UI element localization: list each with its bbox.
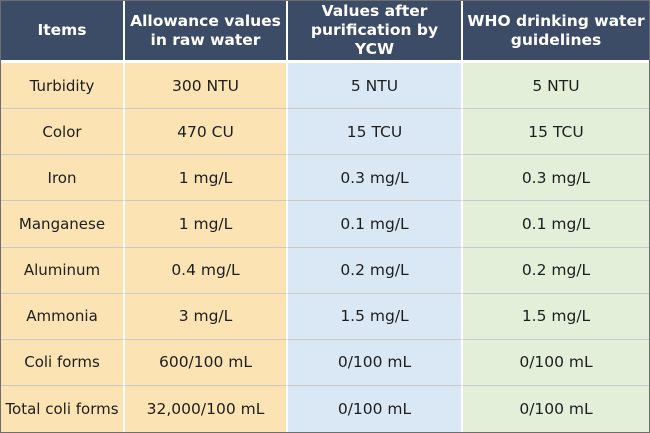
cell-raw: 0.4 mg/L <box>125 247 288 294</box>
cell-ycw: 5 NTU <box>288 63 463 110</box>
cell-who: 0/100 mL <box>463 339 649 386</box>
cell-who: 1.5 mg/L <box>463 293 649 340</box>
cell-item: Turbidity <box>1 63 125 110</box>
cell-item: Color <box>1 109 125 156</box>
cell-item: Iron <box>1 155 125 202</box>
table-row: Aluminum 0.4 mg/L 0.2 mg/L 0.2 mg/L <box>1 247 649 294</box>
cell-raw: 1 mg/L <box>125 155 288 202</box>
cell-raw: 1 mg/L <box>125 201 288 248</box>
header-after-ycw: Values after purification by YCW <box>288 1 463 63</box>
cell-who: 0.2 mg/L <box>463 247 649 294</box>
cell-ycw: 1.5 mg/L <box>288 293 463 340</box>
cell-item: Coli forms <box>1 339 125 386</box>
header-items: Items <box>1 1 125 63</box>
header-who-guidelines: WHO drinking water guidelines <box>463 1 649 63</box>
table-row: Ammonia 3 mg/L 1.5 mg/L 1.5 mg/L <box>1 293 649 340</box>
cell-raw: 470 CU <box>125 109 288 156</box>
cell-raw: 300 NTU <box>125 63 288 110</box>
cell-item: Total coli forms <box>1 385 125 432</box>
cell-raw: 3 mg/L <box>125 293 288 340</box>
table-row: Turbidity 300 NTU 5 NTU 5 NTU <box>1 63 649 110</box>
cell-ycw: 0.3 mg/L <box>288 155 463 202</box>
cell-ycw: 0/100 mL <box>288 385 463 432</box>
cell-ycw: 0.2 mg/L <box>288 247 463 294</box>
cell-ycw: 0.1 mg/L <box>288 201 463 248</box>
header-raw-water: Allowance values in raw water <box>125 1 288 63</box>
cell-ycw: 0/100 mL <box>288 339 463 386</box>
table-row: Coli forms 600/100 mL 0/100 mL 0/100 mL <box>1 339 649 386</box>
cell-item: Aluminum <box>1 247 125 294</box>
cell-who: 0/100 mL <box>463 385 649 432</box>
table-row: Color 470 CU 15 TCU 15 TCU <box>1 109 649 156</box>
cell-item: Manganese <box>1 201 125 248</box>
cell-raw: 32,000/100 mL <box>125 385 288 432</box>
cell-who: 0.1 mg/L <box>463 201 649 248</box>
table-row: Total coli forms 32,000/100 mL 0/100 mL … <box>1 385 649 432</box>
table-row: Manganese 1 mg/L 0.1 mg/L 0.1 mg/L <box>1 201 649 248</box>
cell-who: 5 NTU <box>463 63 649 110</box>
cell-who: 0.3 mg/L <box>463 155 649 202</box>
cell-ycw: 15 TCU <box>288 109 463 156</box>
cell-item: Ammonia <box>1 293 125 340</box>
header-row: Items Allowance values in raw water Valu… <box>1 1 649 63</box>
cell-who: 15 TCU <box>463 109 649 156</box>
cell-raw: 600/100 mL <box>125 339 288 386</box>
table-row: Iron 1 mg/L 0.3 mg/L 0.3 mg/L <box>1 155 649 202</box>
